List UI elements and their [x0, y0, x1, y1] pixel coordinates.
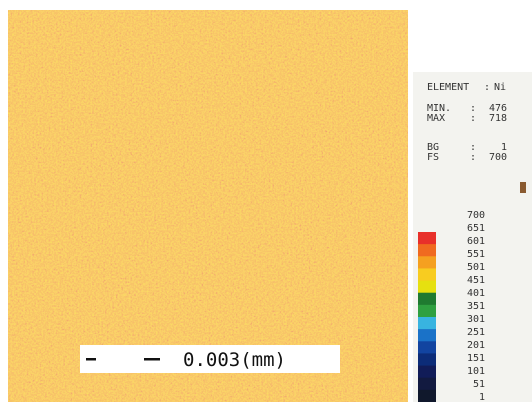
scale-label: 651 [467, 223, 485, 234]
scale-label: 201 [467, 340, 485, 351]
row-label: FS [427, 152, 439, 163]
scale-label: 551 [467, 249, 485, 260]
scale-label: 451 [467, 275, 485, 286]
scale-band [418, 353, 436, 366]
scale-band [418, 366, 436, 379]
screen: 0.003(mm) ELEMENT : Ni MIN.:476MAX:718BG… [0, 0, 532, 402]
element-value: Ni [494, 82, 506, 93]
scale-band [418, 232, 436, 245]
scale-band [418, 341, 436, 354]
scale-band [418, 329, 436, 342]
element-label: ELEMENT [427, 82, 469, 93]
element-map [8, 10, 408, 402]
page: 0.003(mm) ELEMENT : Ni MIN.:476MAX:718BG… [0, 0, 532, 402]
scale-label: 700 [467, 210, 485, 221]
scale-label: 351 [467, 301, 485, 312]
scale-label: 101 [467, 366, 485, 377]
scale-label: 501 [467, 262, 485, 273]
scale-label: 251 [467, 327, 485, 338]
scale-label: 401 [467, 288, 485, 299]
row-sep: : [470, 152, 476, 163]
scale-label: 0.003(mm) [183, 349, 286, 371]
scale-dash [86, 358, 96, 361]
scale-label: 1 [479, 392, 485, 402]
marker [520, 182, 526, 193]
row-value: 718 [489, 113, 507, 124]
scale-band [418, 281, 436, 294]
row-sep: : [470, 113, 476, 124]
element-sep: : [484, 82, 490, 93]
scale-band [418, 305, 436, 318]
scale-band [418, 256, 436, 269]
row-value: 700 [489, 152, 507, 163]
scale-label: 151 [467, 353, 485, 364]
scale-label: 601 [467, 236, 485, 247]
row-label: MAX [427, 113, 445, 124]
scale-band [418, 268, 436, 281]
scale-band [418, 293, 436, 306]
scale-label: 301 [467, 314, 485, 325]
scale-band [418, 317, 436, 330]
scale-dash [144, 358, 160, 361]
scale-band [418, 390, 436, 402]
scale-band [418, 378, 436, 391]
scale-band [418, 244, 436, 257]
scale-label: 51 [473, 379, 485, 390]
